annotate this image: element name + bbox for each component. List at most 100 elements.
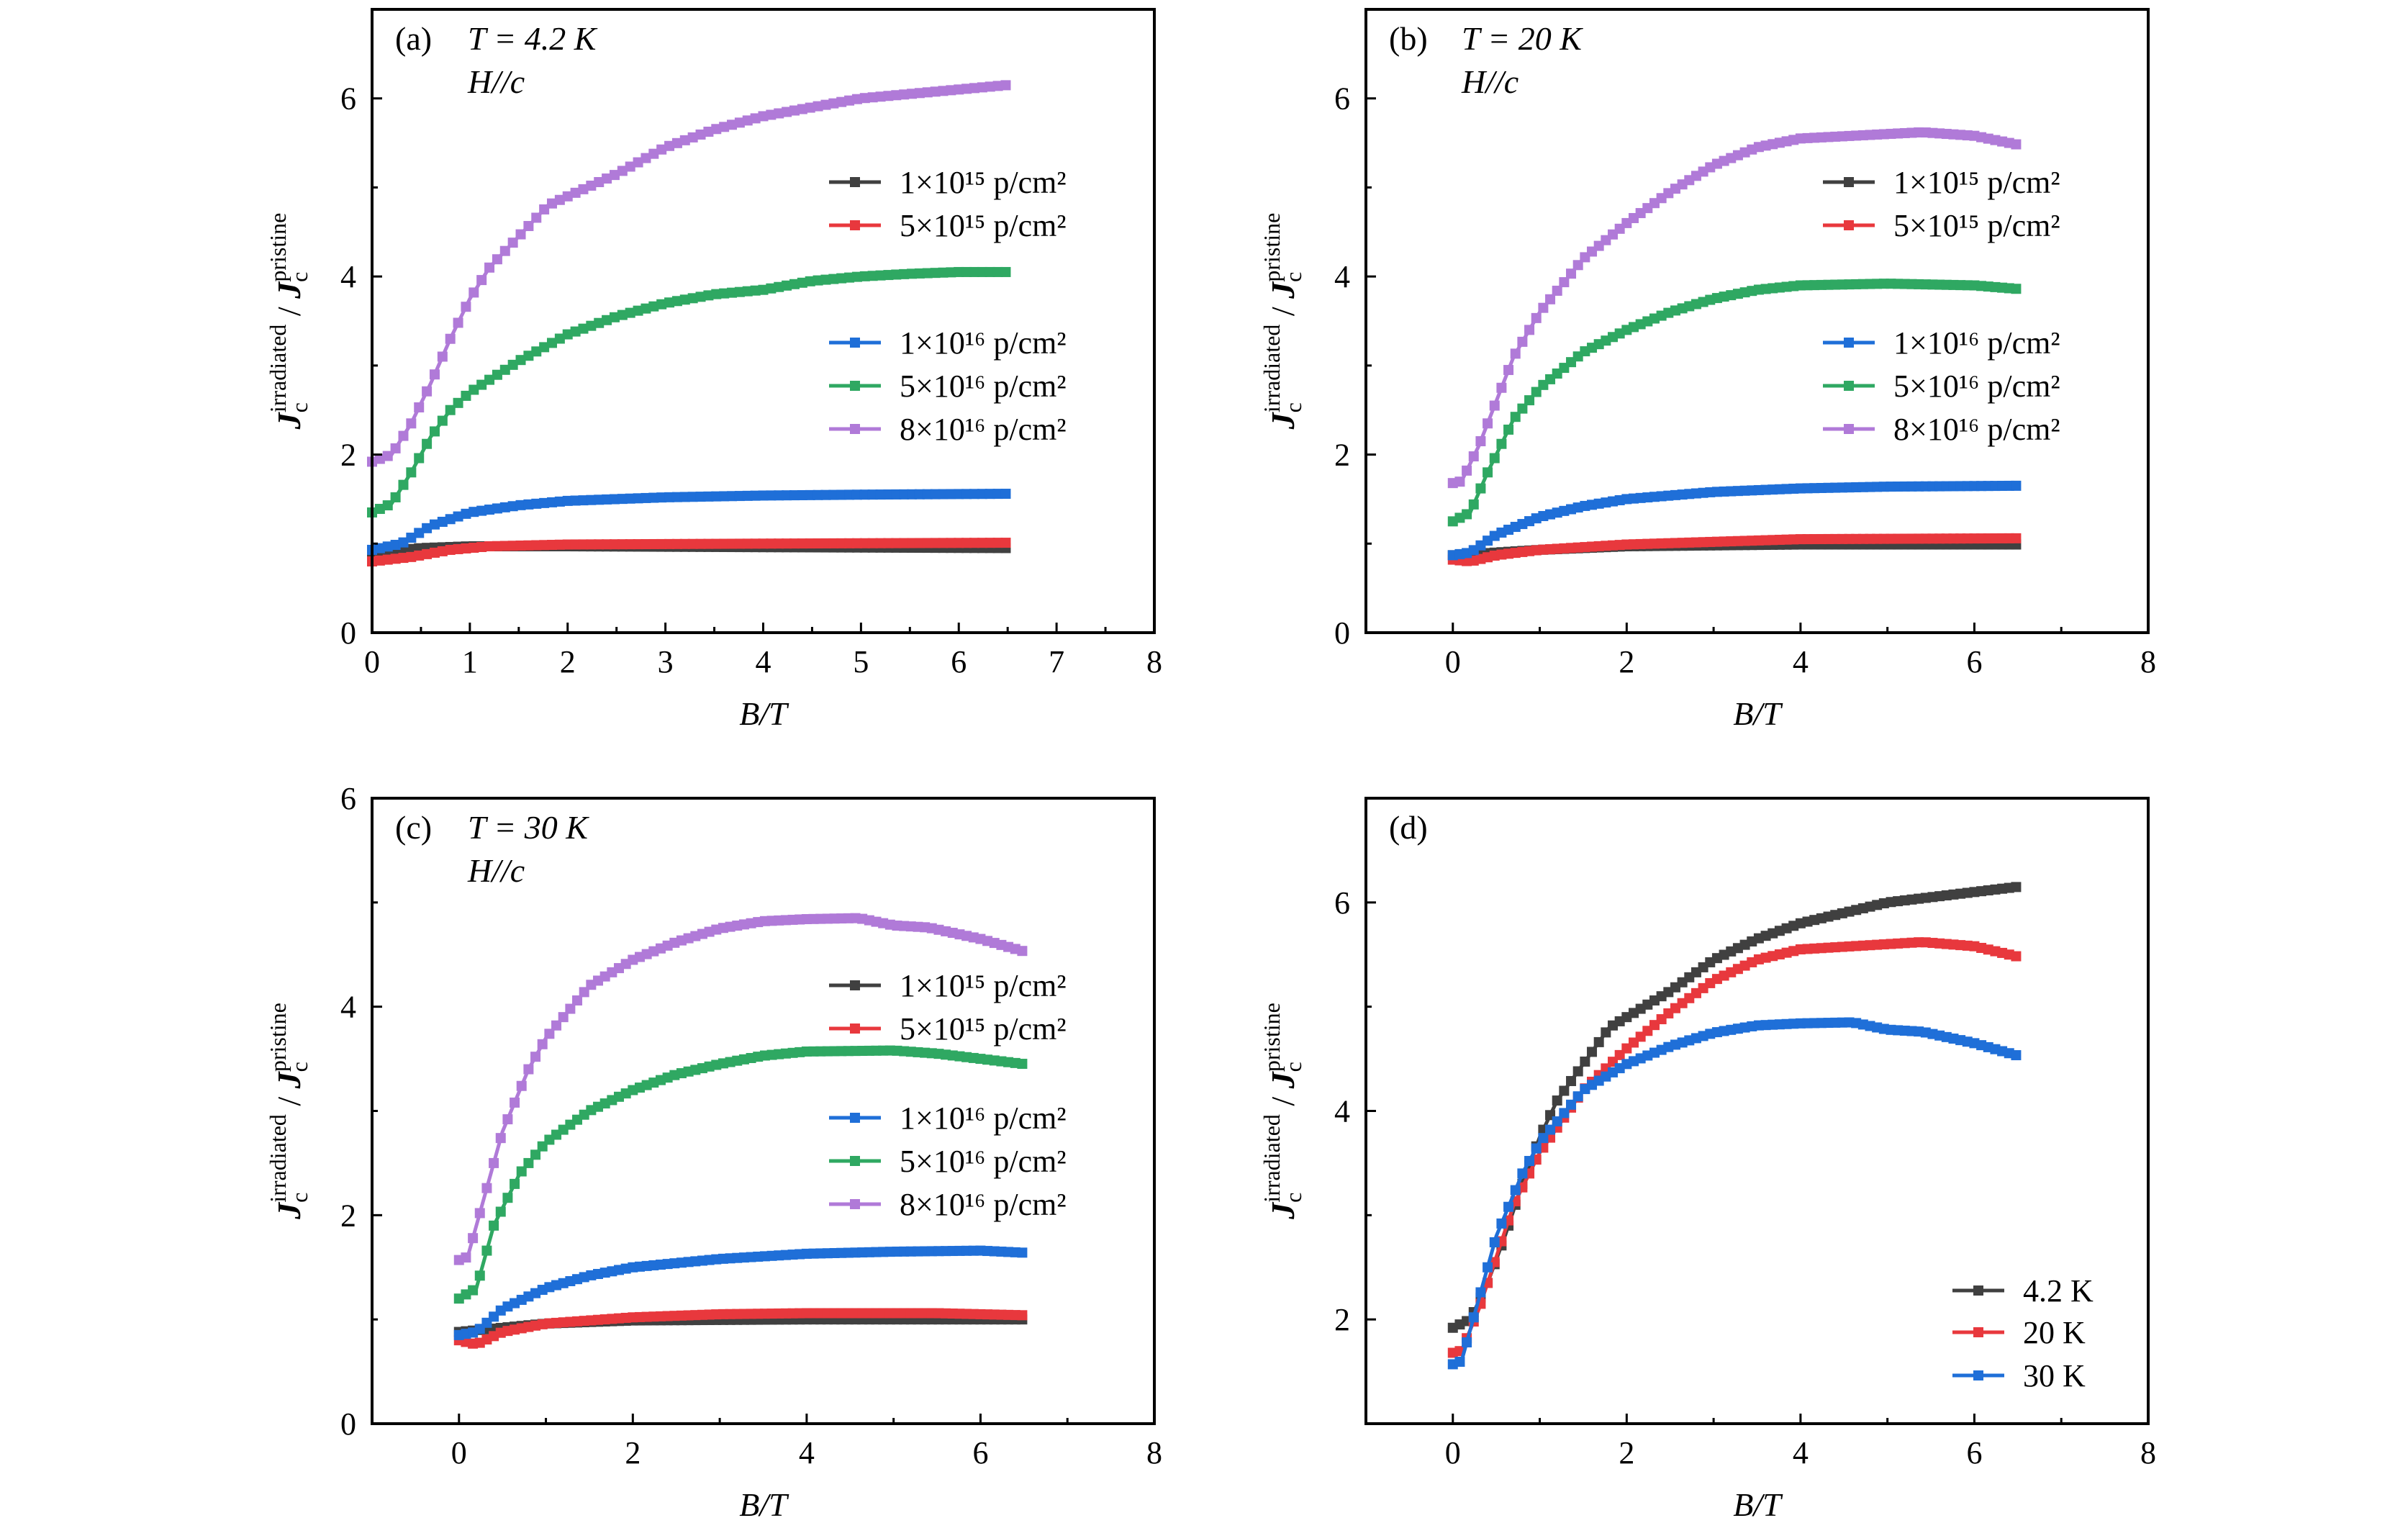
data-point [547, 540, 558, 551]
data-point [474, 1208, 485, 1219]
panel-label: (d) [1389, 809, 1428, 846]
data-point [907, 489, 918, 500]
data-point [1475, 436, 1486, 447]
data-point [687, 492, 698, 502]
y-label-separator: / [1264, 1088, 1301, 1114]
data-point [602, 315, 612, 325]
legend-label: 5×10¹⁶ p/cm² [900, 1144, 1067, 1179]
data-point [570, 187, 581, 198]
data-point [695, 129, 706, 140]
x-tick-label: 8 [1146, 644, 1162, 679]
data-point [398, 537, 409, 548]
y-label-sup: irradiated [265, 1114, 291, 1203]
data-point [727, 491, 738, 502]
data-point [742, 538, 753, 549]
data-point [578, 539, 589, 550]
data-point [664, 492, 675, 502]
y-axis-label: Jcirradiated / Jcpristine [265, 213, 312, 430]
data-point [510, 1097, 520, 1108]
data-point [750, 490, 761, 501]
data-point [758, 111, 769, 122]
data-point [828, 538, 839, 548]
data-point [656, 144, 667, 155]
data-point [406, 467, 417, 478]
data-point [609, 312, 620, 322]
legend-label: 5×10¹⁵ p/cm² [1893, 208, 2060, 243]
data-point [1572, 1066, 1583, 1077]
data-point [641, 303, 651, 314]
temperature-label: T = 4.2 K [468, 20, 598, 57]
data-point [641, 492, 651, 503]
data-point [789, 490, 800, 501]
data-point [398, 430, 409, 441]
data-point [671, 296, 682, 307]
data-point [492, 541, 502, 551]
data-point [820, 489, 831, 500]
data-point [859, 489, 870, 500]
data-point [679, 135, 690, 145]
data-point [930, 268, 941, 279]
data-point [797, 104, 807, 114]
y-label-sup: pristine [1259, 213, 1285, 282]
data-point [382, 500, 393, 511]
data-point [813, 275, 823, 286]
data-point [828, 274, 839, 284]
legend-marker [1973, 1370, 1983, 1380]
x-tick-label: 0 [364, 644, 380, 679]
data-point [586, 539, 597, 550]
data-point [734, 286, 745, 297]
data-point [481, 1183, 492, 1193]
y-label-sub: c [1280, 1193, 1306, 1203]
data-point [476, 275, 487, 286]
data-point [530, 1052, 541, 1062]
data-point [565, 1003, 576, 1014]
data-point [922, 489, 933, 500]
legend-label: 1×10¹⁵ p/cm² [1893, 165, 2060, 200]
data-point [390, 443, 401, 453]
data-point [594, 539, 605, 550]
data-point [679, 294, 690, 305]
data-point [531, 346, 542, 357]
data-point [992, 489, 1003, 500]
x-tick-label: 7 [1049, 644, 1064, 679]
data-point [551, 1020, 562, 1031]
y-tick-label: 4 [1334, 259, 1350, 294]
data-point [453, 543, 463, 554]
data-point [664, 140, 675, 151]
data-point [961, 489, 972, 500]
data-point [1538, 1133, 1549, 1144]
data-point [867, 489, 878, 500]
data-point [510, 1178, 520, 1189]
data-point [390, 553, 401, 564]
legend-marker [850, 1199, 860, 1209]
data-point [969, 83, 979, 94]
data-point [1566, 1099, 1577, 1110]
data-point [875, 538, 886, 548]
data-point [703, 290, 714, 301]
data-point [750, 113, 761, 124]
data-point [820, 99, 831, 110]
data-point [570, 495, 581, 506]
data-point [797, 277, 807, 288]
data-point [766, 283, 777, 294]
data-point [1468, 1312, 1479, 1323]
data-point [1559, 277, 1570, 288]
data-point [820, 274, 831, 285]
data-point [703, 126, 714, 137]
data-point [750, 538, 761, 549]
data-point [883, 270, 894, 281]
data-point [554, 496, 565, 507]
legend-marker [850, 381, 860, 391]
panel-d: 4.2 K 20 K 30 K 0 2 4 6 8 2 4 6 (d) B/T Jcirradiated … [1259, 797, 2156, 1523]
data-point [602, 173, 612, 184]
data-point [625, 161, 635, 172]
data-point [671, 538, 682, 549]
x-tick-label: 3 [658, 644, 674, 679]
y-label-symbol: J [271, 411, 307, 430]
y-label-symbol: J [271, 1201, 307, 1220]
data-point [766, 538, 777, 549]
data-point [531, 212, 542, 223]
data-point [625, 493, 635, 504]
data-point [570, 539, 581, 550]
y-label-sup: irradiated [1259, 1114, 1285, 1203]
